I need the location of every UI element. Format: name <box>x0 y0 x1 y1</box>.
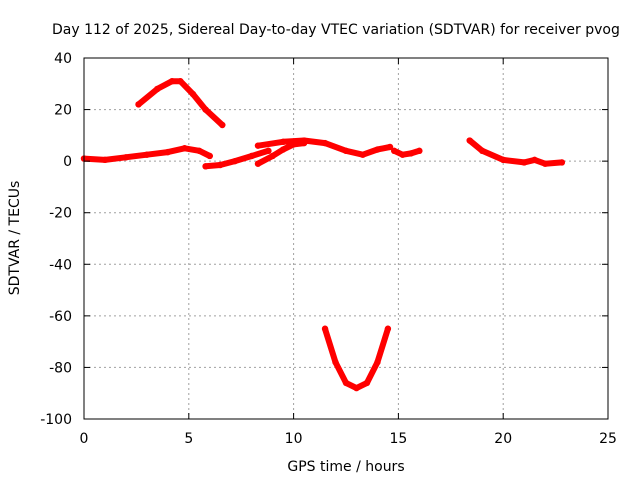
data-point <box>254 142 262 149</box>
y-tick-label: 20 <box>54 103 72 119</box>
series-arc-6 <box>321 325 392 392</box>
data-point <box>168 78 176 85</box>
data-point <box>206 152 213 160</box>
data-point <box>391 147 398 155</box>
data-point <box>520 159 528 166</box>
data-point <box>321 325 329 332</box>
data-point <box>231 157 239 165</box>
series-arc-2 <box>135 78 226 129</box>
data-point <box>363 379 371 387</box>
data-point <box>135 101 142 108</box>
series-line <box>322 325 391 392</box>
series-arc-1 <box>80 145 213 164</box>
data-point <box>531 156 538 164</box>
y-tick-label: -60 <box>49 309 72 325</box>
data-point <box>254 160 262 167</box>
data-point <box>202 163 209 170</box>
data-point <box>101 156 109 164</box>
data-point <box>122 154 130 161</box>
series-line <box>391 147 423 158</box>
data-point <box>359 151 366 158</box>
series-layer <box>80 78 566 392</box>
data-point <box>143 151 151 158</box>
data-point <box>466 137 473 144</box>
y-axis-label: SDTVAR / TECUs <box>7 181 23 296</box>
series-line <box>135 78 226 128</box>
data-point <box>181 145 188 152</box>
y-tick-label: -100 <box>40 412 72 428</box>
data-point <box>217 161 224 169</box>
data-point <box>248 152 255 160</box>
y-tick-label: 40 <box>54 51 72 67</box>
data-point <box>384 325 392 332</box>
data-point <box>374 146 381 153</box>
data-point <box>353 384 360 392</box>
x-tick-label: 15 <box>389 431 407 447</box>
chart-title: Day 112 of 2025, Sidereal Day-to-day VTE… <box>52 22 620 38</box>
y-tick-label: -20 <box>49 206 72 222</box>
series-arc-8 <box>466 137 566 167</box>
data-point <box>219 121 226 129</box>
x-tick-label: 5 <box>184 431 193 447</box>
x-tick-label: 10 <box>285 431 303 447</box>
data-point <box>374 359 381 366</box>
grid-layer <box>84 58 608 419</box>
data-point <box>189 90 197 98</box>
x-tick-label: 25 <box>599 431 617 447</box>
data-point <box>407 150 415 157</box>
series-arc-3 <box>202 147 272 170</box>
data-point <box>154 85 161 93</box>
data-point <box>399 151 406 158</box>
data-point <box>164 148 172 156</box>
data-point <box>342 147 350 155</box>
x-axis-label: GPS time / hours <box>287 459 404 475</box>
data-point <box>479 147 486 155</box>
data-point <box>202 106 209 113</box>
data-point <box>300 137 308 144</box>
data-point <box>265 147 272 155</box>
x-tick-label: 20 <box>494 431 512 447</box>
x-tick-label: 0 <box>80 431 89 447</box>
data-point <box>279 138 287 146</box>
data-point <box>500 156 507 164</box>
series-arc-5 <box>254 137 394 158</box>
data-point <box>342 379 350 387</box>
data-point <box>386 143 394 151</box>
y-tick-label: -80 <box>49 360 72 376</box>
data-point <box>177 78 184 85</box>
series-arc-7 <box>391 147 423 158</box>
data-point <box>196 147 203 155</box>
y-tick-label: 0 <box>63 154 72 170</box>
tick-layer: 0 5 10 15 20 25 40 20 0 -20 -40 -60 -80 -100 <box>40 51 617 447</box>
data-point <box>416 147 423 155</box>
data-point <box>332 359 339 366</box>
plot-frame <box>83 57 609 420</box>
data-point <box>541 160 549 167</box>
y-tick-label: -40 <box>49 257 72 273</box>
data-point <box>558 159 566 166</box>
data-point <box>279 146 287 153</box>
data-point <box>269 152 276 160</box>
data-point <box>321 139 329 147</box>
